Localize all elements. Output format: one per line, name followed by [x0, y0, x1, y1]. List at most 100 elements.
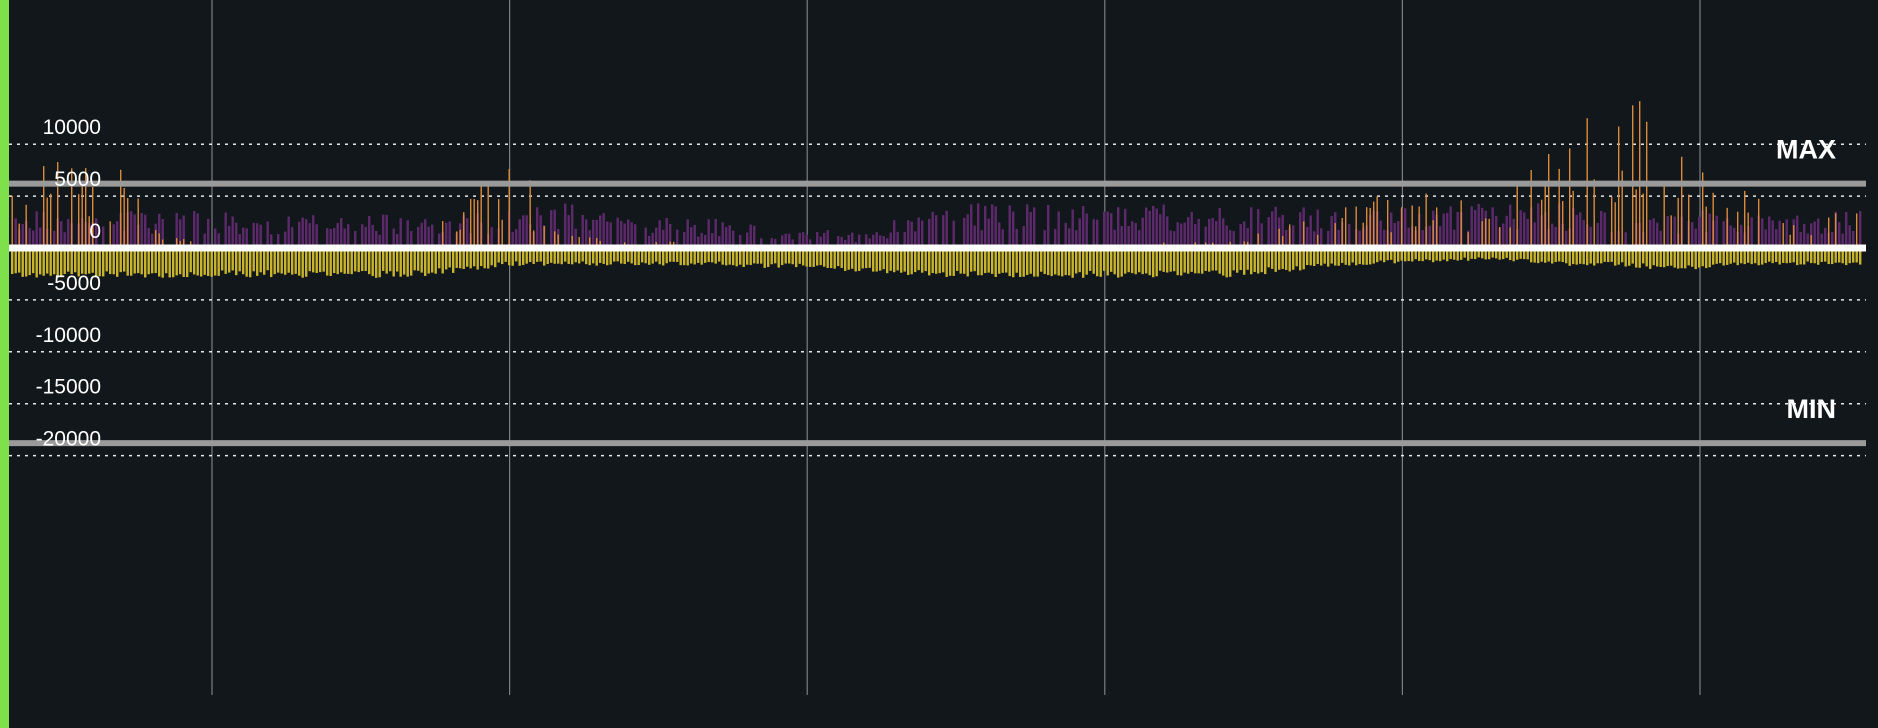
bar-segment-purple: [1596, 223, 1599, 248]
bar-column: [1810, 223, 1813, 264]
bar-segment-purple: [665, 217, 668, 248]
bar-segment-orange-positive: [1460, 200, 1462, 248]
bar-segment-yellow: [550, 248, 553, 263]
left-marker-bar: [0, 0, 9, 728]
bar-segment-orange-positive: [1432, 220, 1434, 248]
bar-column: [441, 221, 444, 274]
bar-segment-purple: [1848, 225, 1851, 248]
bar-segment-yellow: [756, 248, 759, 264]
bar-segment-yellow: [1687, 248, 1690, 266]
bar-segment-yellow: [1617, 248, 1620, 265]
bar-segment-yellow: [161, 248, 164, 278]
bar-segment-orange-positive: [162, 239, 164, 248]
bar-segment-purple: [1589, 226, 1592, 248]
bar-segment-purple: [1309, 215, 1312, 248]
bar-column: [522, 215, 525, 266]
bar-segment-orange-positive: [50, 193, 52, 248]
bar-segment-yellow: [658, 248, 661, 265]
bar-segment-purple: [298, 221, 301, 248]
bar-segment-purple: [686, 219, 689, 248]
bar-segment-yellow: [1691, 248, 1694, 267]
bar-segment-purple: [1211, 218, 1214, 248]
bar-column: [256, 223, 259, 276]
bar-segment-orange-positive: [1670, 215, 1672, 248]
bar-column: [172, 248, 175, 278]
bar-segment-purple: [270, 234, 273, 248]
bar-segment-orange-positive: [1509, 227, 1511, 248]
bar-segment-yellow: [1652, 248, 1655, 266]
bar-segment-orange-positive: [1415, 226, 1417, 248]
bar-segment-orange-positive: [456, 231, 458, 248]
bar-segment-yellow: [284, 248, 287, 275]
bar-column: [525, 215, 528, 264]
bar-segment-yellow: [147, 248, 150, 275]
bar-column: [1638, 101, 1641, 268]
bar-segment-purple: [914, 231, 917, 248]
bar-segment-yellow: [182, 248, 185, 278]
bar-segment-yellow: [494, 248, 497, 268]
bar-segment-purple: [1131, 221, 1134, 248]
bar-column: [567, 215, 570, 264]
bar-segment-purple: [1761, 218, 1764, 248]
bar-segment-yellow: [1047, 248, 1050, 276]
bar-segment-yellow: [1792, 248, 1795, 263]
bar-segment-yellow: [1152, 248, 1155, 278]
bar-segment-yellow: [714, 248, 717, 264]
bar-segment-purple: [739, 234, 742, 248]
bar-column: [1673, 216, 1676, 268]
bar-column: [910, 221, 913, 275]
bar-segment-purple: [1313, 231, 1316, 248]
bar-segment-yellow: [1204, 248, 1207, 271]
bar-segment-purple: [1824, 227, 1827, 248]
bar-column: [802, 232, 805, 266]
bar-column: [532, 230, 535, 264]
bar-segment-yellow: [1582, 248, 1585, 265]
bar-segment-yellow: [1113, 248, 1116, 275]
bar-segment-purple: [133, 214, 136, 248]
bar-column: [1498, 226, 1501, 260]
bar-segment-yellow: [648, 248, 651, 265]
bar-column: [1719, 248, 1722, 264]
bar-segment-yellow: [1593, 248, 1596, 266]
bar-segment-yellow: [263, 248, 266, 275]
bar-segment-purple: [1477, 203, 1480, 248]
bar-segment-purple: [700, 232, 703, 248]
bar-column: [637, 248, 640, 266]
bar-segment-yellow: [872, 248, 875, 272]
bar-segment-orange-positive: [1782, 223, 1784, 248]
bar-column: [872, 234, 875, 272]
bar-segment-purple: [662, 229, 665, 248]
bar-segment-yellow: [686, 248, 689, 266]
bar-segment-purple: [1603, 212, 1606, 248]
bar-segment-yellow: [1484, 248, 1487, 260]
bar-column: [1537, 203, 1540, 264]
bar-segment-orange-positive: [463, 212, 465, 248]
bar-column: [686, 219, 689, 266]
bar-segment-purple: [1845, 211, 1848, 248]
bar-column: [231, 216, 234, 271]
bar-segment-yellow: [1463, 248, 1466, 258]
bar-column: [497, 199, 500, 263]
bar-segment-orange-positive: [1828, 217, 1830, 248]
bar-segment-yellow: [123, 248, 126, 272]
bar-segment-yellow: [637, 248, 640, 266]
bar-segment-yellow: [312, 248, 315, 273]
bar-segment-yellow: [574, 248, 577, 263]
bar-segment-yellow: [1628, 248, 1631, 266]
bar-segment-yellow: [529, 248, 532, 263]
bar-column: [543, 225, 546, 266]
bar-segment-yellow: [252, 248, 255, 272]
bar-column: [116, 221, 119, 277]
bar-column: [924, 248, 927, 272]
bar-segment-orange-positive: [1639, 101, 1641, 248]
bar-column: [679, 248, 682, 266]
bar-segment-yellow: [585, 248, 588, 265]
bar-column: [1120, 225, 1123, 277]
reference-label-max: MAX: [1776, 135, 1836, 165]
bar-column: [1050, 248, 1053, 277]
bar-segment-purple: [567, 215, 570, 248]
bar-segment-yellow: [431, 248, 434, 273]
bar-segment-yellow: [1659, 248, 1662, 267]
bar-column: [88, 216, 91, 274]
